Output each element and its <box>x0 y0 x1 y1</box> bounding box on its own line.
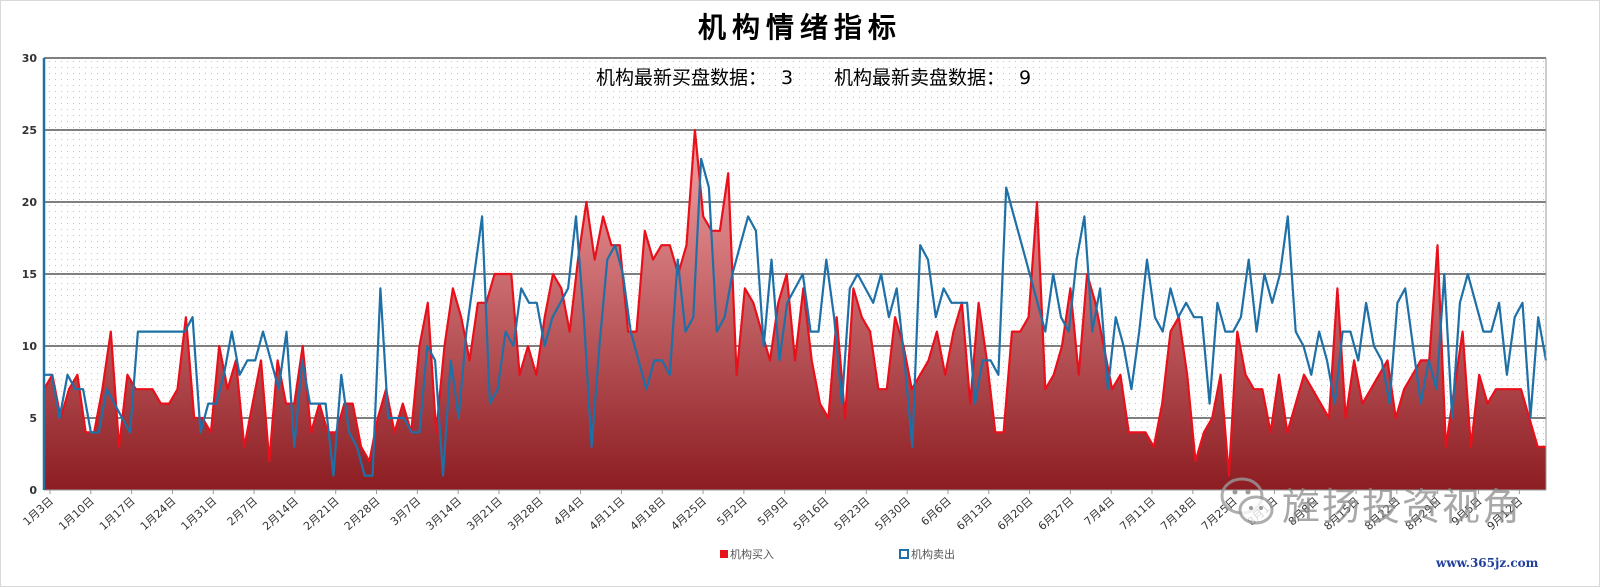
axis-lines <box>42 58 1547 491</box>
buy-latest-label: 机构最新买盘数据： <box>596 67 767 89</box>
x-tick-label: 4月11日 <box>587 495 628 533</box>
x-tick-label: 4月25日 <box>668 495 709 533</box>
x-tick-label: 5月30日 <box>872 495 913 533</box>
x-tick-label: 3月14日 <box>424 495 465 533</box>
sell-latest-label: 机构最新卖盘数据： <box>834 67 1005 89</box>
legend-swatch-sell <box>899 549 909 559</box>
x-tick-label: 7月18日 <box>1158 495 1199 533</box>
y-tick-label: 20 <box>22 196 38 209</box>
y-tick-label: 10 <box>22 340 38 353</box>
x-tick-label: 5月16日 <box>791 495 832 533</box>
legend-swatch-buy <box>720 550 728 558</box>
x-tick-label: 3月7日 <box>388 495 423 529</box>
x-tick-label: 4月4日 <box>551 495 586 529</box>
x-tick-label: 2月21日 <box>301 495 342 533</box>
y-tick-label: 0 <box>29 484 37 497</box>
y-tick-label: 30 <box>22 52 38 65</box>
buy-area-fill <box>44 130 1546 490</box>
y-axis-ticks: 0 5 10 15 20 25 30 <box>22 52 38 497</box>
sell-series-group <box>44 157 1548 477</box>
x-tick-label: 7月11日 <box>1117 495 1158 533</box>
x-tick-label: 3月28日 <box>505 495 546 533</box>
subtitle: 机构最新买盘数据： 3 机构最新卖盘数据： 9 <box>596 67 1031 89</box>
x-tick-label: 6月20日 <box>995 495 1036 533</box>
buy-series-group <box>43 128 1546 490</box>
legend-label-buy: 机构买入 <box>730 547 774 561</box>
x-tick-label: 6月13日 <box>954 495 995 533</box>
wechat-logo-icon <box>1220 477 1274 525</box>
x-tick-label: 2月7日 <box>225 495 260 529</box>
x-tick-label: 2月14日 <box>260 495 301 533</box>
legend-label-sell: 机构卖出 <box>911 547 955 561</box>
y-tick-label: 25 <box>22 124 37 137</box>
x-tick-label: 5月9日 <box>755 495 790 529</box>
x-tick-label: 6月6日 <box>918 495 953 529</box>
watermark-name: 旌扬投资视角 <box>1282 485 1523 529</box>
x-tick-label: 1月17日 <box>97 495 138 533</box>
y-tick-label: 15 <box>22 268 37 281</box>
sell-latest-value: 9 <box>1019 67 1031 89</box>
grid-lines <box>44 57 1546 419</box>
chart-title: 机构情绪指标 <box>697 11 902 44</box>
x-tick-label: 2月28日 <box>342 495 383 533</box>
x-tick-label: 3月21日 <box>464 495 505 533</box>
x-tick-label: 7月4日 <box>1082 495 1117 529</box>
x-tick-label: 5月2日 <box>714 495 749 529</box>
sell-series-line <box>44 157 1548 477</box>
x-tick-label: 5月23日 <box>832 495 873 533</box>
buy-series-line <box>43 128 1546 477</box>
x-tick-label: 1月10日 <box>56 495 97 533</box>
legend: 机构买入 机构卖出 <box>720 547 955 561</box>
x-tick-label: 1月3日 <box>21 495 56 529</box>
watermark-site: www.365jz.com <box>1436 556 1539 570</box>
y-tick-label: 5 <box>29 412 37 425</box>
x-tick-label: 1月31日 <box>179 495 220 533</box>
x-tick-label: 4月18日 <box>628 495 669 533</box>
x-tick-label: 6月27日 <box>1036 495 1077 533</box>
x-tick-label: 1月24日 <box>138 495 179 533</box>
buy-latest-value: 3 <box>781 67 793 89</box>
